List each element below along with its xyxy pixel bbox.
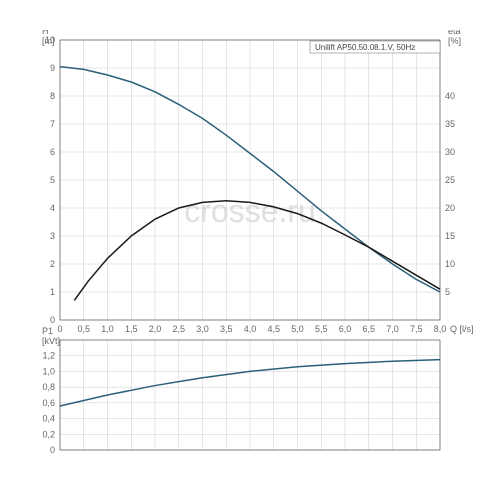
- svg-text:1,2: 1,2: [42, 351, 55, 361]
- y-right-label: [%]: [448, 36, 461, 46]
- svg-text:7,0: 7,0: [386, 324, 399, 334]
- svg-text:4,0: 4,0: [244, 324, 257, 334]
- svg-text:5: 5: [445, 287, 450, 297]
- svg-text:8: 8: [50, 91, 55, 101]
- svg-text:5: 5: [50, 175, 55, 185]
- svg-text:0: 0: [50, 445, 55, 455]
- svg-text:0,2: 0,2: [42, 429, 55, 439]
- svg-text:2: 2: [50, 259, 55, 269]
- power-axis-label: [kVt]: [42, 336, 60, 346]
- svg-text:1: 1: [50, 287, 55, 297]
- svg-text:5,5: 5,5: [315, 324, 328, 334]
- svg-text:6: 6: [50, 147, 55, 157]
- svg-text:7: 7: [50, 119, 55, 129]
- svg-text:2,0: 2,0: [149, 324, 162, 334]
- svg-text:35: 35: [445, 119, 455, 129]
- svg-text:2,5: 2,5: [172, 324, 185, 334]
- power-axis-label: P1: [42, 326, 53, 336]
- svg-text:0: 0: [50, 315, 55, 325]
- svg-text:0,4: 0,4: [42, 414, 55, 424]
- svg-text:9: 9: [50, 63, 55, 73]
- pump-performance-chart: 012345678910H[m]510152025303540eta[%]Uni…: [20, 30, 480, 470]
- svg-text:1,0: 1,0: [42, 366, 55, 376]
- chart-title: Unilift AP50.50.08.1.V, 50Hz: [315, 43, 415, 52]
- svg-text:4,5: 4,5: [267, 324, 280, 334]
- chart-svg: 012345678910H[m]510152025303540eta[%]Uni…: [20, 30, 480, 470]
- svg-text:4: 4: [50, 203, 55, 213]
- svg-text:15: 15: [445, 231, 455, 241]
- x-axis-label: Q [l/s]: [450, 324, 474, 334]
- svg-text:3: 3: [50, 231, 55, 241]
- svg-text:10: 10: [445, 259, 455, 269]
- svg-text:0,8: 0,8: [42, 382, 55, 392]
- svg-text:6,5: 6,5: [362, 324, 375, 334]
- watermark: crosse.ru: [184, 193, 316, 229]
- svg-text:3,0: 3,0: [196, 324, 209, 334]
- svg-text:8,0: 8,0: [434, 324, 447, 334]
- svg-text:20: 20: [445, 203, 455, 213]
- svg-text:30: 30: [445, 147, 455, 157]
- svg-text:0: 0: [57, 324, 62, 334]
- svg-text:0,5: 0,5: [77, 324, 90, 334]
- svg-text:6,0: 6,0: [339, 324, 352, 334]
- svg-text:0,6: 0,6: [42, 398, 55, 408]
- svg-text:40: 40: [445, 91, 455, 101]
- svg-text:3,5: 3,5: [220, 324, 233, 334]
- svg-text:25: 25: [445, 175, 455, 185]
- svg-text:1,0: 1,0: [101, 324, 114, 334]
- y-left-label: [m]: [42, 36, 55, 46]
- svg-text:1,5: 1,5: [125, 324, 138, 334]
- svg-text:5,0: 5,0: [291, 324, 304, 334]
- svg-text:7,5: 7,5: [410, 324, 423, 334]
